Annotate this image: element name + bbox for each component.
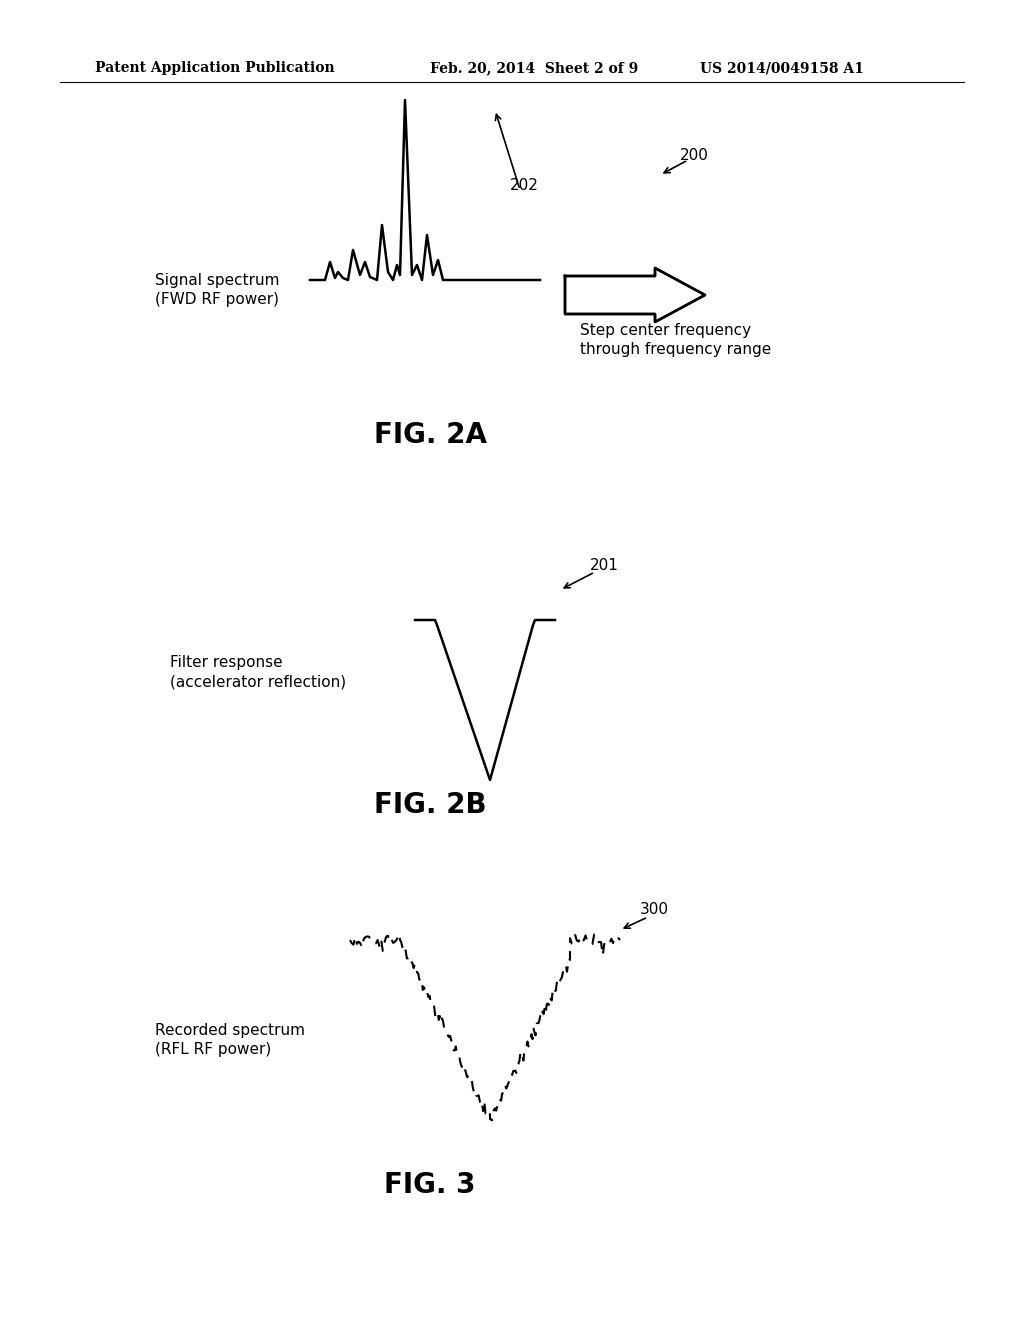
Text: 202: 202 (510, 177, 539, 193)
Text: Signal spectrum
(FWD RF power): Signal spectrum (FWD RF power) (155, 273, 280, 308)
Text: FIG. 2A: FIG. 2A (374, 421, 486, 449)
Text: US 2014/0049158 A1: US 2014/0049158 A1 (700, 61, 864, 75)
Text: Feb. 20, 2014  Sheet 2 of 9: Feb. 20, 2014 Sheet 2 of 9 (430, 61, 638, 75)
Text: Recorded spectrum
(RFL RF power): Recorded spectrum (RFL RF power) (155, 1023, 305, 1057)
Text: 201: 201 (590, 557, 618, 573)
Text: Filter response
(accelerator reflection): Filter response (accelerator reflection) (170, 655, 346, 689)
Text: Step center frequency
through frequency range: Step center frequency through frequency … (580, 322, 771, 358)
Text: 300: 300 (640, 903, 669, 917)
Text: Patent Application Publication: Patent Application Publication (95, 61, 335, 75)
Text: FIG. 3: FIG. 3 (384, 1171, 476, 1199)
Text: 200: 200 (680, 148, 709, 162)
Polygon shape (565, 268, 705, 322)
Text: FIG. 2B: FIG. 2B (374, 791, 486, 818)
